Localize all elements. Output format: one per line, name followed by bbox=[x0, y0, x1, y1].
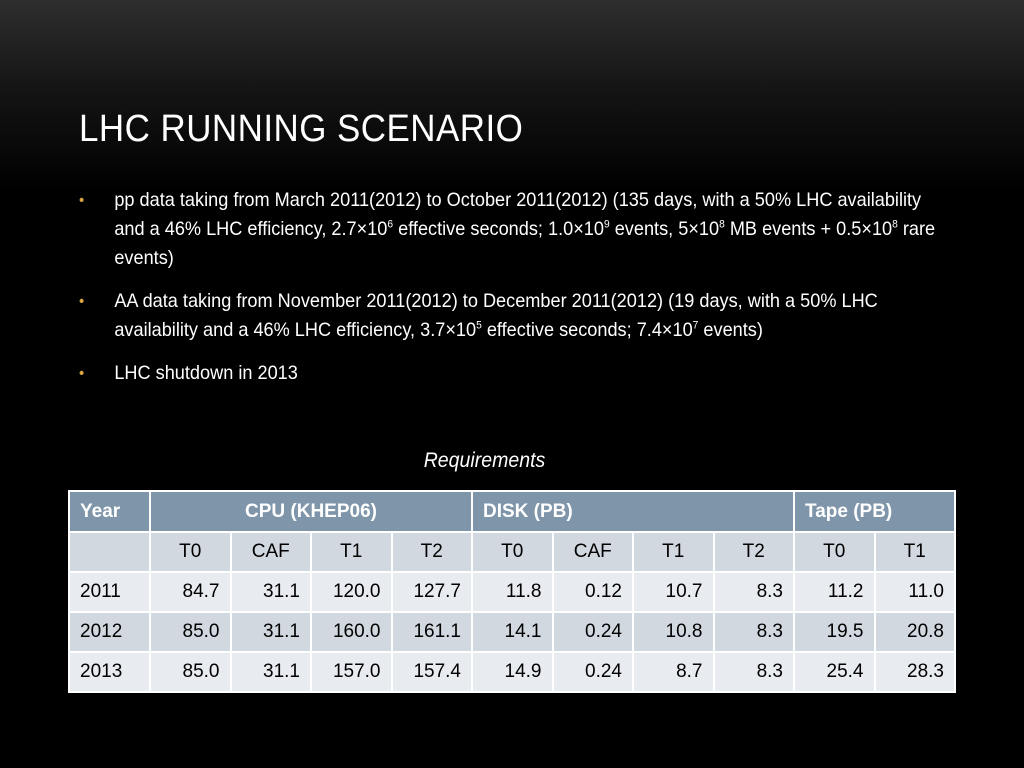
bullet-text: effective seconds; 1.0×10 bbox=[393, 218, 604, 240]
bullet-text: events) bbox=[698, 319, 763, 341]
year-cell: 2011 bbox=[68, 571, 151, 613]
slide-title: LHC RUNNING SCENARIO bbox=[79, 108, 524, 150]
header-cpu: CPU (KHEP06) bbox=[149, 490, 473, 533]
bullet-pp-data: • pp data taking from March 2011(2012) t… bbox=[79, 186, 951, 273]
table-cell: 10.8 bbox=[632, 611, 715, 653]
header-disk: DISK (PB) bbox=[471, 490, 795, 533]
exponent: 8 bbox=[892, 218, 898, 231]
bullet-text: pp data taking from March 2011(2012) to … bbox=[114, 189, 922, 240]
table-cell: 31.1 bbox=[229, 611, 312, 653]
header-tape: Tape (PB) bbox=[793, 490, 956, 533]
table-cell: 10.7 bbox=[632, 571, 715, 613]
table-cell: 0.12 bbox=[551, 571, 634, 613]
bullet-dot-icon: • bbox=[79, 293, 85, 310]
table-cell: 25.4 bbox=[793, 651, 876, 693]
bullet-text: LHC shutdown in 2013 bbox=[114, 362, 298, 384]
requirements-caption: Requirements bbox=[423, 449, 546, 472]
table-cell: 8.3 bbox=[712, 651, 795, 693]
table-cell: 28.3 bbox=[873, 651, 956, 693]
table-cell: 8.3 bbox=[712, 571, 795, 613]
table-cell: 120.0 bbox=[310, 571, 393, 613]
table-cell: 157.0 bbox=[310, 651, 393, 693]
table-cell: 31.1 bbox=[229, 651, 312, 693]
table-cell: 160.0 bbox=[310, 611, 393, 653]
table-cell: 8.7 bbox=[632, 651, 715, 693]
bullet-text: AA data taking from November 2011(2012) … bbox=[114, 290, 878, 341]
table-cell: 31.1 bbox=[229, 571, 312, 613]
subheader-cell: CAF bbox=[229, 531, 312, 573]
table-cell: 14.9 bbox=[471, 651, 554, 693]
table-cell: 0.24 bbox=[551, 651, 634, 693]
bullet-dot-icon: • bbox=[79, 192, 85, 209]
header-year: Year bbox=[68, 490, 151, 533]
bullet-list: • pp data taking from March 2011(2012) t… bbox=[79, 186, 959, 402]
table-cell: 127.7 bbox=[390, 571, 473, 613]
exponent: 5 bbox=[476, 319, 482, 332]
table-cell: 19.5 bbox=[793, 611, 876, 653]
exponent: 9 bbox=[603, 218, 610, 231]
subheader-cell: CAF bbox=[551, 531, 634, 573]
table-cell: 11.2 bbox=[793, 571, 876, 613]
table-cell: 85.0 bbox=[149, 611, 232, 653]
table-cell: 14.1 bbox=[471, 611, 554, 653]
bullet-text: rare events) bbox=[114, 218, 936, 269]
table-cell: 0.24 bbox=[551, 611, 634, 653]
year-cell: 2012 bbox=[68, 611, 151, 653]
year-cell: 2013 bbox=[68, 651, 151, 693]
table-row: 2012 85.0 31.1 160.0 161.1 14.1 0.24 10.… bbox=[68, 611, 956, 653]
subheader-cell bbox=[68, 531, 151, 573]
bullet-text: events, 5×10 bbox=[609, 218, 720, 240]
subheader-cell: T1 bbox=[632, 531, 715, 573]
subheader-cell: T2 bbox=[390, 531, 473, 573]
bullet-text: MB events + 0.5×10 bbox=[724, 218, 893, 240]
subheader-cell: T1 bbox=[310, 531, 393, 573]
table-cell: 157.4 bbox=[390, 651, 473, 693]
table-cell: 84.7 bbox=[149, 571, 232, 613]
subheader-cell: T0 bbox=[149, 531, 232, 573]
table-cell: 85.0 bbox=[149, 651, 232, 693]
bullet-text: effective seconds; 7.4×10 bbox=[481, 319, 693, 341]
requirements-table: Year CPU (KHEP06) DISK (PB) Tape (PB) T0… bbox=[68, 490, 956, 693]
table-cell: 11.8 bbox=[471, 571, 554, 613]
subheader-cell: T0 bbox=[471, 531, 554, 573]
table-row: 2013 85.0 31.1 157.0 157.4 14.9 0.24 8.7… bbox=[68, 651, 956, 693]
bullet-dot-icon: • bbox=[79, 365, 85, 382]
bullet-aa-data: • AA data taking from November 2011(2012… bbox=[79, 287, 951, 345]
subheader-cell: T0 bbox=[793, 531, 876, 573]
table-header-row: Year CPU (KHEP06) DISK (PB) Tape (PB) bbox=[68, 490, 956, 533]
subheader-cell: T2 bbox=[712, 531, 795, 573]
table-cell: 8.3 bbox=[712, 611, 795, 653]
table-cell: 11.0 bbox=[873, 571, 956, 613]
table-cell: 20.8 bbox=[873, 611, 956, 653]
bullet-shutdown: • LHC shutdown in 2013 bbox=[79, 359, 951, 388]
subheader-cell: T1 bbox=[873, 531, 956, 573]
table-subheader-row: T0 CAF T1 T2 T0 CAF T1 T2 T0 T1 bbox=[68, 531, 956, 573]
table-row: 2011 84.7 31.1 120.0 127.7 11.8 0.12 10.… bbox=[68, 571, 956, 613]
table-cell: 161.1 bbox=[390, 611, 473, 653]
exponent: 8 bbox=[719, 218, 725, 231]
exponent: 6 bbox=[387, 218, 394, 231]
exponent: 7 bbox=[692, 319, 699, 332]
